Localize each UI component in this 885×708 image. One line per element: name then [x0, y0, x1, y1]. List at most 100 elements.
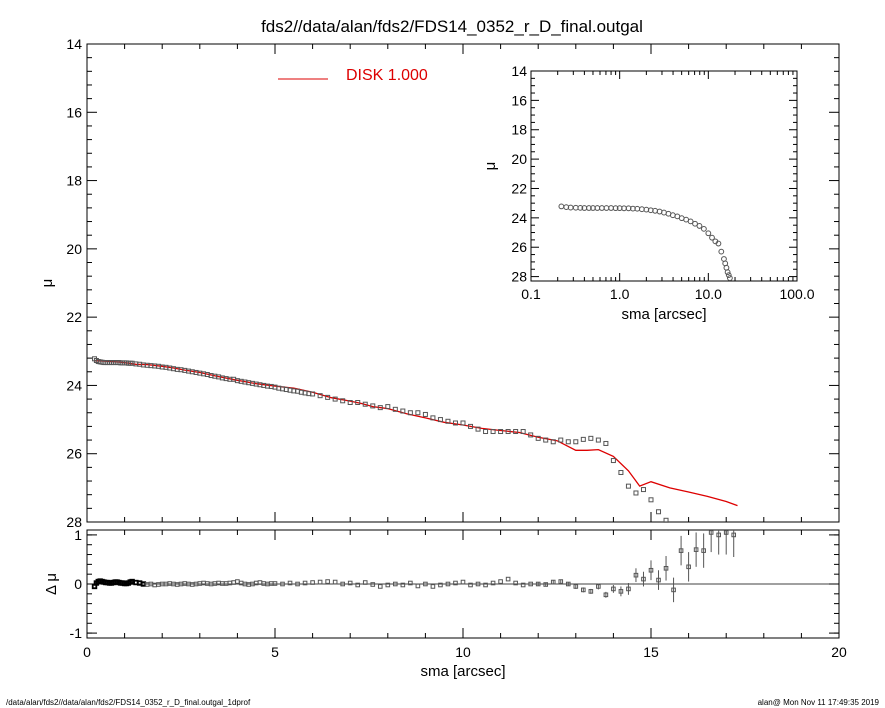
residual-point — [626, 586, 631, 592]
inset-axis-ticks: 14 16 18 20 22 24 26 280.1 1.0 10.0 100.0 — [511, 63, 814, 302]
main-y-tick-label: 22 — [66, 309, 82, 325]
residual-point — [498, 579, 503, 584]
residual-point — [701, 548, 706, 553]
residual-point — [641, 576, 646, 582]
residual-x-tick-label: 0 — [83, 644, 91, 660]
data-point — [392, 406, 398, 412]
residual-point — [633, 572, 639, 578]
residual-point — [246, 582, 251, 587]
main-y-tick-label: 18 — [66, 173, 82, 189]
data-point — [603, 440, 609, 446]
inset-x-tick-label: 100.0 — [779, 286, 814, 302]
residual-point — [287, 580, 293, 586]
inset-y-tick-label: 16 — [511, 92, 527, 108]
inset-y-tick-label: 18 — [511, 122, 527, 138]
data-point — [573, 439, 579, 445]
footer-file-path: /data/alan/fds2//data/alan/fds2/FDS14_03… — [6, 698, 251, 707]
residual-point — [400, 582, 406, 588]
residual-point — [302, 580, 308, 586]
data-point — [468, 423, 474, 429]
data-point — [347, 400, 353, 405]
inset-data-point — [612, 205, 619, 212]
residual-point — [423, 581, 428, 587]
residual-point — [535, 581, 541, 587]
residual-point — [355, 582, 361, 588]
data-point — [407, 410, 413, 416]
data-point — [310, 391, 316, 397]
data-point — [610, 458, 616, 464]
inset-data-point — [577, 204, 584, 211]
data-point — [565, 439, 571, 445]
data-point — [332, 396, 338, 402]
residual-points — [91, 530, 737, 603]
residual-point — [513, 580, 518, 586]
data-point — [362, 401, 368, 407]
inset-y-tick-label: 24 — [511, 210, 527, 226]
residual-point — [618, 589, 624, 594]
inset-data-point — [718, 248, 725, 255]
residual-x-axis-label: sma [arcsec] — [420, 663, 505, 680]
inset-x-tick-label: 10.0 — [695, 286, 722, 302]
data-point — [445, 418, 451, 424]
inset-x-tick-label: 0.1 — [521, 286, 541, 302]
residual-point — [573, 584, 579, 589]
residual-point — [483, 582, 488, 588]
residual-point — [167, 581, 173, 586]
main-y-axis-label: μ — [39, 279, 56, 288]
residual-point — [385, 582, 391, 588]
footer-user-timestamp: alan@ Mon Nov 11 17:49:35 2019 — [757, 698, 879, 707]
residual-point — [663, 565, 669, 571]
residual-point — [317, 579, 323, 585]
residual-point — [332, 579, 338, 585]
residual-point — [505, 576, 511, 582]
inset-y-tick-label: 26 — [511, 239, 527, 255]
data-point — [528, 432, 534, 438]
residual-point — [468, 582, 473, 588]
residual-point — [648, 567, 654, 573]
residual-point — [475, 581, 481, 587]
residual-point — [415, 583, 421, 589]
inset-x-tick-label: 1.0 — [610, 286, 630, 302]
residual-point — [370, 582, 376, 587]
residual-point — [220, 581, 225, 586]
residual-point — [596, 584, 601, 589]
data-point — [520, 429, 526, 435]
residual-point — [408, 580, 413, 586]
residual-x-tick-label: 20 — [831, 644, 847, 660]
inset-log-plot: 14 16 18 20 22 24 26 280.1 1.0 10.0 100.0 sma [arc… — [482, 63, 815, 323]
data-point — [513, 429, 519, 435]
legend-label: DISK 1.000 — [346, 67, 428, 84]
residual-point — [731, 532, 737, 538]
figure-title: fds2//data/alan/fds2/FDS14_0352_r_D_fina… — [261, 17, 643, 36]
residual-point — [550, 579, 556, 585]
data-point — [648, 497, 654, 503]
residual-point — [310, 580, 315, 585]
legend: DISK 1.000 — [278, 67, 428, 84]
data-point — [325, 394, 331, 400]
residual-y-tick-label: 1 — [74, 527, 82, 543]
data-point — [588, 435, 594, 441]
data-point — [430, 415, 436, 421]
data-point — [340, 398, 346, 404]
data-point — [498, 429, 504, 435]
inset-y-tick-label: 20 — [511, 151, 527, 167]
disk-model-curve — [94, 360, 738, 507]
main-y-tick-label: 26 — [66, 446, 82, 462]
residual-point — [393, 581, 398, 587]
main-y-tick-label: 14 — [66, 36, 82, 52]
residual-y-tick-label: 0 — [74, 576, 82, 592]
data-point — [595, 437, 601, 443]
data-point — [452, 420, 458, 426]
residual-point — [445, 581, 451, 587]
residual-point — [716, 532, 721, 538]
data-point — [460, 420, 466, 426]
residual-x-tick-label: 10 — [455, 644, 471, 660]
residual-point — [611, 586, 616, 592]
main-profile-plot: 14 16 18 20 22 24 26 28 μ DISK 1.000 — [39, 36, 840, 530]
inset-y-tick-label: 22 — [511, 180, 527, 196]
residual-point — [438, 582, 443, 588]
inset-data-point — [687, 218, 694, 225]
